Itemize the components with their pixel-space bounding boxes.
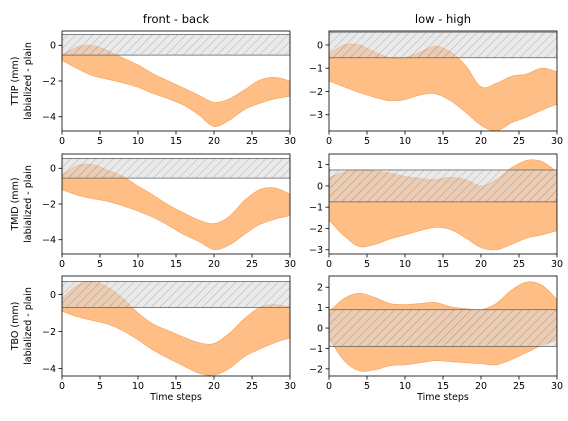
y-axis-label: labialized - plain: [23, 287, 34, 365]
x-tick-label: 10: [132, 381, 144, 392]
y-axis-label: TBO (mm): [10, 302, 21, 352]
x-tick-label: 5: [97, 381, 103, 392]
x-tick-label: 0: [59, 136, 65, 147]
y-tick-label: 0: [317, 323, 323, 334]
panel-title: front - back: [143, 12, 209, 26]
x-axis-label: Time steps: [416, 392, 469, 403]
y-tick-label: 0: [317, 181, 323, 192]
y-tick-label: 1: [317, 160, 323, 171]
x-tick-label: 0: [326, 259, 332, 270]
hatched-reference-band: [62, 34, 290, 56]
x-tick-label: 10: [399, 381, 411, 392]
y-tick-label: −1: [309, 203, 323, 214]
x-tick-label: 15: [170, 136, 182, 147]
x-tick-label: 20: [208, 381, 220, 392]
x-tick-label: 30: [284, 381, 296, 392]
hatched-reference-band: [329, 31, 557, 59]
x-tick-label: 10: [132, 136, 144, 147]
x-tick-label: 30: [551, 381, 563, 392]
plot-area: [62, 281, 290, 376]
y-tick-label: −2: [42, 76, 56, 87]
y-tick-label: 0: [50, 41, 56, 52]
x-tick-label: 0: [326, 136, 332, 147]
x-tick-label: 30: [551, 259, 563, 270]
x-tick-label: 10: [399, 259, 411, 270]
plot-area: [62, 34, 290, 127]
x-tick-label: 5: [97, 259, 103, 270]
x-axis-label: Time steps: [149, 392, 202, 403]
x-tick-label: 15: [170, 259, 182, 270]
y-tick-label: 1: [317, 303, 323, 314]
y-tick-label: −3: [309, 110, 323, 121]
y-axis-label: labialized - plain: [23, 165, 34, 243]
x-tick-label: 15: [437, 259, 449, 270]
y-tick-label: −2: [42, 199, 56, 210]
x-tick-label: 0: [59, 259, 65, 270]
y-tick-label: 0: [50, 164, 56, 175]
panel-5: 0 5 10 15 20 25 30 0 −2 −4 Time steps TBO (mm) labia…: [10, 275, 296, 403]
y-tick-label: 0: [317, 40, 323, 51]
x-tick-label: 15: [437, 136, 449, 147]
x-tick-label: 5: [97, 136, 103, 147]
y-tick-label: −1: [309, 64, 323, 75]
x-tick-label: 5: [364, 136, 370, 147]
x-tick-label: 20: [475, 136, 487, 147]
x-tick-label: 20: [475, 381, 487, 392]
plot-area: [329, 159, 557, 251]
x-tick-label: 15: [437, 381, 449, 392]
hatched-reference-band: [329, 309, 557, 347]
x-tick-label: 25: [246, 381, 258, 392]
x-tick-label: 10: [132, 259, 144, 270]
y-tick-label: 2: [317, 283, 323, 294]
x-tick-label: 20: [475, 259, 487, 270]
y-tick-label: −2: [309, 87, 323, 98]
x-tick-label: 25: [513, 259, 525, 270]
y-tick-label: −2: [309, 364, 323, 375]
hatched-reference-band: [329, 169, 557, 203]
x-tick-label: 30: [551, 136, 563, 147]
y-tick-label: 0: [50, 290, 56, 301]
y-tick-label: −4: [42, 235, 56, 246]
panel-3: 0 5 10 15 20 25 30 0 −2 −4 TMID (mm) labialized - p…: [10, 153, 296, 270]
x-tick-label: 0: [326, 381, 332, 392]
plot-area: [329, 281, 557, 372]
x-tick-label: 30: [284, 259, 296, 270]
x-tick-label: 20: [208, 136, 220, 147]
plot-area: [62, 158, 290, 250]
y-tick-label: −4: [42, 112, 56, 123]
x-tick-label: 5: [364, 259, 370, 270]
x-tick-label: 25: [513, 381, 525, 392]
x-tick-label: 0: [59, 381, 65, 392]
x-tick-label: 15: [170, 381, 182, 392]
x-tick-label: 20: [208, 259, 220, 270]
x-tick-label: 25: [246, 136, 258, 147]
band-series: [62, 163, 290, 250]
plot-area: [329, 31, 557, 131]
x-tick-label: 5: [364, 381, 370, 392]
band-series: [62, 44, 290, 127]
hatched-reference-band: [62, 281, 290, 308]
y-tick-label: −3: [309, 245, 323, 256]
y-tick-label: −2: [309, 224, 323, 235]
y-tick-label: −1: [309, 344, 323, 355]
x-tick-label: 30: [284, 136, 296, 147]
panel-2: 0 5 10 15 20 25 30 0 −1 −2 −3 low - high: [309, 12, 563, 147]
x-tick-label: 10: [399, 136, 411, 147]
y-tick-label: −2: [42, 327, 56, 338]
y-axis-label: TTIP (mm): [10, 57, 21, 107]
y-tick-label: −4: [42, 364, 56, 375]
panel-1: 0 5 10 15 20 25 30 0 −2 −4 front - back TTIP (mm) la…: [10, 12, 296, 147]
x-tick-label: 25: [513, 136, 525, 147]
y-axis-label: TMID (mm): [10, 177, 21, 231]
x-tick-label: 25: [246, 259, 258, 270]
y-axis-label: labialized - plain: [23, 42, 34, 120]
hatched-reference-band: [62, 158, 290, 179]
panel-title: low - high: [415, 12, 471, 26]
